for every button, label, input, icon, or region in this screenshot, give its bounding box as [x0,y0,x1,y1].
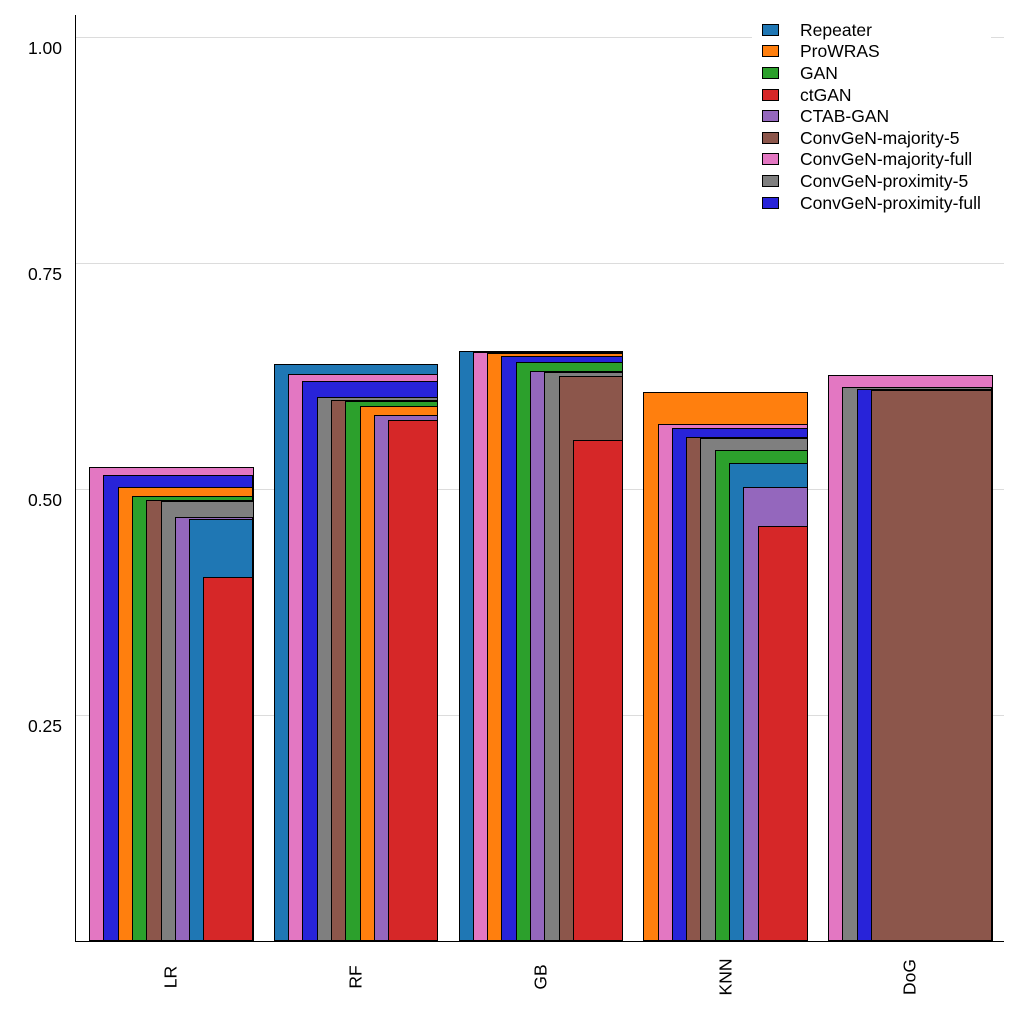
legend-label: GAN [800,62,838,83]
legend-label: ConvGeN-majority-full [800,149,973,170]
bar-convgen-majority-5-dog [870,389,993,941]
legend-swatch-convgen-majority-full [762,153,779,166]
legend-swatch-ctgan [762,88,779,101]
legend-item: ConvGeN-majority-5 [762,127,981,149]
legend: Repeater ProWRAS GAN ctGAN CTAB-GAN ConvGeN-m… [752,16,991,220]
y-tick-label: 0.75 [27,264,62,284]
legend-item: ConvGeN-proximity-5 [762,170,981,192]
legend-item: GAN [762,62,981,84]
legend-label: ctGAN [800,84,852,105]
legend-swatch-convgen-proximity-full [762,196,779,209]
legend-swatch-gan [762,66,779,79]
y-axis-line [75,15,76,942]
legend-item: Repeater [762,19,981,41]
legend-label: ConvGeN-majority-5 [800,127,960,148]
legend-label: Repeater [800,19,872,40]
bar-ctgan-rf [388,420,439,941]
legend-swatch-prowras [762,45,779,58]
x-axis-line [75,941,1004,942]
x-tick-label-knn: KNN [715,958,735,996]
legend-item: ProWRAS [762,41,981,63]
legend-item: ctGAN [762,84,981,106]
gridline-1.00 [75,37,1004,38]
legend-item: ConvGeN-proximity-full [762,192,981,214]
legend-label: ProWRAS [800,41,880,62]
y-tick-label: 0.25 [27,716,62,736]
legend-swatch-convgen-proximity-5 [762,174,779,187]
legend-swatch-ctab-gan [762,110,779,123]
bar-ctgan-lr [203,576,254,941]
y-tick-label: 0.50 [27,490,62,510]
legend-label: ConvGeN-proximity-5 [800,170,969,191]
gridline-0.75 [75,263,1004,264]
bar-ctgan-gb [572,440,623,941]
legend-item: CTAB-GAN [762,105,981,127]
legend-label: CTAB-GAN [800,106,890,127]
legend-label: ConvGeN-proximity-full [800,192,981,213]
x-tick-label-rf: RF [345,965,366,989]
bar-ctgan-knn [757,526,808,941]
legend-swatch-repeater [762,23,779,36]
legend-item: ConvGeN-majority-full [762,149,981,171]
x-tick-label-dog: DoG [899,959,920,995]
y-tick-label: 1.00 [27,38,62,58]
x-tick-label-lr: LR [160,965,181,989]
legend-swatch-convgen-majority-5 [762,131,779,144]
x-tick-label-gb: GB [530,964,551,990]
